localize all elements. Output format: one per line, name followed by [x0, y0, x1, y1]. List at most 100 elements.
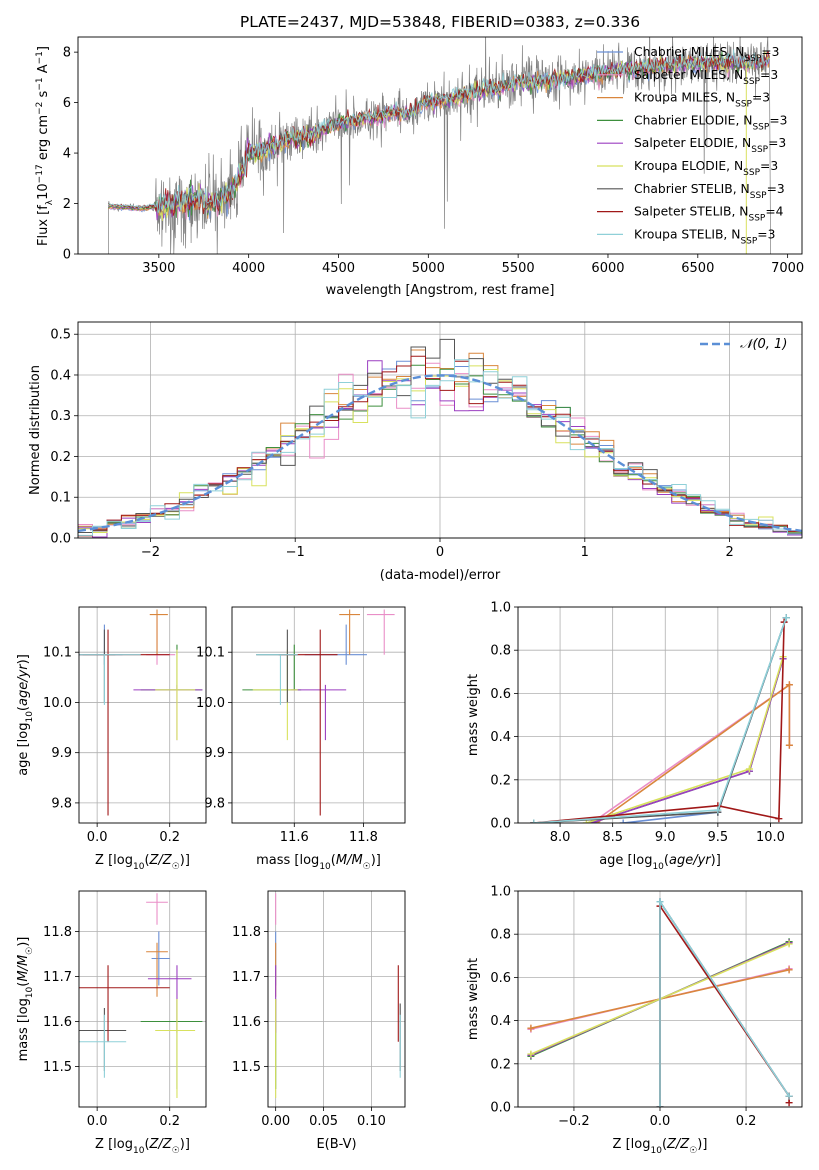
panel-residuals: −2 −1 0 1 2 0.0 0.1 0.2 0.3 0.4 0.5 𝒩(0, 1) (data-mo…: [28, 321, 803, 583]
label-part: log: [299, 853, 319, 868]
label-part: 10: [652, 862, 664, 872]
x-tick-label: 11.8: [349, 830, 378, 845]
label-part: mass [: [256, 853, 299, 868]
label-part: Z/Z: [149, 853, 173, 868]
label-part: SSP: [749, 214, 766, 224]
y-tick-label: 0.1: [50, 491, 71, 506]
label-part: log: [16, 998, 31, 1018]
y-tick-label: 0.0: [490, 817, 511, 832]
label-part: Salpeter MILES, N: [634, 68, 743, 82]
plot-area: [527, 898, 793, 1107]
label-part: 10: [319, 862, 331, 872]
label-part: Chabrier MILES, N: [634, 45, 744, 59]
legend-label: Kroupa ELODIE, NSSP=3: [634, 159, 778, 178]
label-part: =3: [760, 159, 778, 173]
label-part: M/M: [336, 853, 363, 868]
y-axis-label: mass [log10(M/M☉)]: [16, 937, 35, 1062]
label-part: (: [16, 982, 31, 987]
x-tick-label: −2: [141, 545, 160, 560]
legend-label: Chabrier MILES, NSSP=3: [634, 45, 779, 64]
weight-marker: [785, 1099, 793, 1107]
legend-label: Kroupa MILES, NSSP=3: [634, 91, 770, 110]
label-part: −2: [35, 102, 45, 115]
label-part: log: [113, 853, 133, 868]
label-part: SSP: [740, 236, 757, 246]
y-tick-label: 10.0: [43, 696, 72, 711]
label-part: Chabrier STELIB, N: [634, 182, 750, 196]
x-tick-label: 0.2: [159, 830, 180, 845]
label-part: 10: [36, 183, 51, 200]
axes-frame: [517, 890, 803, 1108]
label-part: )]: [371, 853, 381, 868]
label-part: )]: [180, 853, 190, 868]
x-axis-label: E(B-V): [316, 1137, 356, 1152]
y-tick-label: 0.8: [490, 928, 511, 943]
histogram-step: [78, 360, 802, 538]
label-part: 10: [133, 862, 145, 872]
x-tick-label: 4500: [322, 261, 355, 276]
label-part: =3: [768, 136, 786, 150]
x-tick-label: −0.2: [558, 1114, 590, 1129]
label-part: s: [36, 90, 51, 101]
x-tick-label: 0.2: [736, 1114, 757, 1129]
y-tick-label: 11.6: [43, 1015, 72, 1030]
label-part: A: [36, 64, 51, 77]
label-part: 10: [650, 1146, 662, 1156]
weight-marker: [745, 765, 753, 773]
legend-label: Chabrier ELODIE, NSSP=3: [634, 113, 787, 132]
y-tick-label: 0.6: [490, 971, 511, 986]
y-tick-label: 0.5: [50, 328, 71, 343]
label-part: (: [331, 853, 336, 868]
weight-line: [591, 658, 784, 823]
label-part: Z [: [95, 853, 113, 868]
weight-marker: [785, 966, 793, 974]
label-part: )]: [16, 654, 31, 664]
label-part: erg cm: [36, 115, 51, 164]
y-tick-label: 9.9: [51, 746, 72, 761]
legend-label: Chabrier STELIB, NSSP=3: [634, 182, 785, 201]
x-tick-label: 0.0: [87, 830, 108, 845]
label-part: SSP: [751, 145, 768, 155]
label-part: =3: [767, 182, 785, 196]
plot-area: [242, 609, 395, 816]
weight-marker: [785, 940, 793, 948]
axes-frame: [78, 890, 207, 1108]
x-tick-label: 10.0: [756, 830, 785, 845]
label-part: Z/Z: [149, 1137, 173, 1152]
x-axis-label: age [log10(age/yr)]: [599, 853, 721, 872]
normal-curve: [78, 374, 802, 533]
y-tick-label: 9.8: [51, 796, 72, 811]
label-part: Chabrier ELODIE, N: [634, 113, 752, 127]
label-part: =3: [769, 113, 787, 127]
label-part: age [: [16, 742, 31, 775]
panel-mass-weight-vs-age: 8.0 8.5 9.0 9.5 10.0 0.0 0.2 0.4 0.6 0.8 1.0 age [l…: [466, 601, 803, 872]
x-tick-label: 1: [581, 545, 589, 560]
y-axis-label: Flux [fλ10−17 erg cm−2 s−1 A−1]: [35, 46, 55, 246]
plot-area: [79, 609, 203, 816]
plot-area: [530, 614, 793, 823]
y-tick-label: 2: [63, 197, 71, 212]
x-tick-label: 11.6: [280, 830, 309, 845]
weight-marker: [530, 819, 538, 823]
weight-marker: [775, 815, 783, 823]
y-tick-label: 0: [63, 248, 71, 263]
label-part: λ: [45, 199, 55, 205]
legend-label: Salpeter ELODIE, NSSP=3: [634, 136, 786, 155]
label-part: Kroupa ELODIE, N: [634, 159, 743, 173]
y-tick-label: 11.5: [43, 1060, 72, 1075]
label-part: SSP: [750, 191, 767, 201]
label-part: (: [144, 853, 149, 868]
label-part: −17: [35, 164, 45, 183]
weight-line: [533, 622, 785, 823]
x-tick-label: 9.5: [708, 830, 729, 845]
label-part: Salpeter STELIB, N: [634, 205, 749, 219]
y-tick-label: 0.4: [490, 730, 511, 745]
label-part: )]: [711, 853, 721, 868]
x-tick-label: 6000: [591, 261, 624, 276]
y-tick-label: 11.8: [43, 925, 72, 940]
x-axis-label: Z [log10(Z/Z☉)]: [95, 1137, 190, 1156]
label-part: log: [631, 1137, 651, 1152]
x-tick-label: 0.0: [650, 1114, 671, 1129]
y-tick-label: 0.6: [490, 687, 511, 702]
